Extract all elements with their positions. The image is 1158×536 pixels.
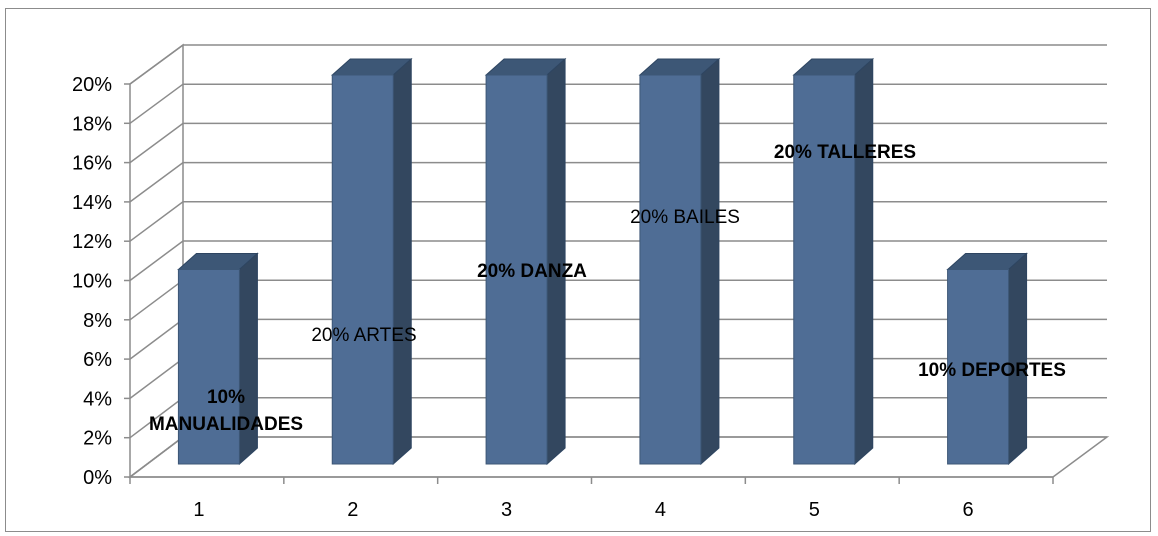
y-tick-label: 12% [72, 231, 112, 253]
x-tick-label: 2 [347, 499, 358, 521]
bar-side [854, 57, 874, 466]
bar [639, 74, 702, 465]
y-tick-label: 10% [72, 271, 112, 293]
bar-side [700, 57, 720, 466]
bar [793, 74, 856, 465]
bar [177, 269, 240, 465]
y-tick-label: 16% [72, 153, 112, 175]
y-tick-label: 6% [83, 349, 112, 371]
gridline [129, 122, 1107, 164]
data-label: 10% [207, 387, 245, 408]
y-tick-label: 14% [72, 192, 112, 214]
data-label: 20% TALLERES [774, 142, 916, 163]
gridline [129, 44, 1107, 85]
x-tick-label: 1 [193, 499, 204, 521]
bar [947, 269, 1010, 465]
y-tick-label: 0% [83, 467, 112, 489]
x-tick-label: 6 [963, 499, 974, 521]
data-label: MANUALIDADES [149, 414, 303, 435]
x-tick-label: 5 [809, 499, 820, 521]
x-tick-label: 3 [501, 499, 512, 521]
y-tick-label: 18% [72, 113, 112, 135]
y-tick-label: 8% [83, 310, 112, 332]
data-label: 20% ARTES [311, 325, 416, 346]
bar [485, 74, 548, 465]
bar [331, 74, 394, 465]
data-label: 10% DEPORTES [918, 360, 1066, 381]
data-label: 20% DANZA [477, 261, 587, 282]
bar-side [392, 57, 412, 466]
gridline [129, 83, 1107, 124]
bar-side [1008, 252, 1028, 466]
gridline [129, 201, 1107, 242]
y-tick-label: 4% [83, 388, 112, 410]
gridline [129, 161, 1107, 203]
x-tick-label: 4 [655, 499, 666, 521]
y-tick-label: 2% [83, 428, 112, 450]
y-tick-label: 20% [72, 74, 112, 96]
data-label: 20% BAILES [630, 207, 740, 228]
